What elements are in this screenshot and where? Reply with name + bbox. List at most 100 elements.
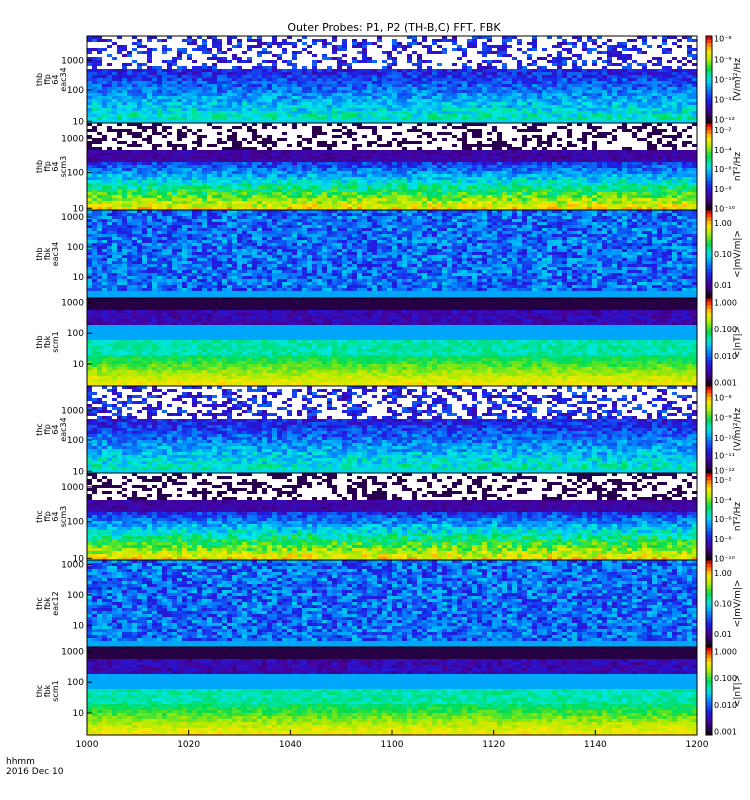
- spectrogram-cell: [387, 105, 392, 108]
- spectrogram-cell: [582, 105, 587, 108]
- spectrogram-cell: [187, 117, 192, 120]
- spectrogram-cell: [332, 102, 337, 105]
- spectrogram-cell: [562, 57, 567, 60]
- spectrogram-cell: [612, 99, 617, 102]
- spectrogram-cell: [557, 102, 562, 105]
- spectrogram-cell: [667, 96, 672, 99]
- spectrogram-cell: [242, 93, 247, 96]
- spectrogram-cell: [147, 54, 152, 57]
- spectrogram-cell: [672, 114, 677, 117]
- spectrogram-cell: [202, 96, 207, 99]
- spectrogram-cell: [222, 69, 227, 72]
- spectrogram-cell: [517, 48, 522, 51]
- spectrogram-cell: [607, 90, 612, 93]
- spectrogram-cell: [692, 81, 697, 84]
- spectrogram-cell: [557, 108, 562, 111]
- spectrogram-cell: [387, 99, 392, 102]
- spectrogram-cell: [332, 72, 337, 75]
- spectrogram-cell: [192, 48, 197, 51]
- spectrogram-cell: [447, 99, 452, 102]
- spectrogram-cell: [607, 48, 612, 51]
- spectrogram-cell: [342, 69, 347, 72]
- spectrogram-cell: [482, 114, 487, 117]
- spectrogram-cell: [572, 60, 577, 63]
- spectrogram-cell: [672, 72, 677, 75]
- spectrogram-cell: [592, 99, 597, 102]
- spectrogram-cell: [302, 117, 307, 120]
- spectrogram-cell: [397, 45, 402, 48]
- spectrogram-cell: [257, 66, 262, 69]
- spectrogram-cell: [667, 75, 672, 78]
- spectrogram-cell: [442, 69, 447, 72]
- spectrogram-cell: [612, 93, 617, 96]
- spectrogram-cell: [622, 42, 627, 45]
- spectrogram-cell: [507, 99, 512, 102]
- spectrogram-cell: [427, 99, 432, 102]
- spectrogram-cell: [187, 102, 192, 105]
- spectrogram-cell: [157, 93, 162, 96]
- spectrogram-cell: [402, 114, 407, 117]
- spectrogram-cell: [137, 45, 142, 48]
- spectrogram-cell: [482, 66, 487, 69]
- spectrogram-cell: [437, 102, 442, 105]
- spectrogram-cell: [232, 114, 237, 117]
- spectrogram-cell: [677, 72, 682, 75]
- spectrogram-cell: [637, 78, 642, 81]
- spectrogram-cell: [607, 81, 612, 84]
- spectrogram-cell: [252, 72, 257, 75]
- spectrogram-cell: [212, 57, 217, 60]
- spectrogram-cell: [127, 114, 132, 117]
- spectrogram-cell: [167, 72, 172, 75]
- spectrogram-cell: [172, 99, 177, 102]
- spectrogram-cell: [427, 60, 432, 63]
- spectrogram-cell: [372, 90, 377, 93]
- spectrogram-cell: [332, 114, 337, 117]
- spectrogram-cell: [667, 78, 672, 81]
- spectrogram-cell: [252, 75, 257, 78]
- spectrogram-cell: [437, 108, 442, 111]
- spectrogram-cell: [457, 69, 462, 72]
- spectrogram-cell: [207, 93, 212, 96]
- spectrogram-cell: [522, 117, 527, 120]
- spectrogram-cell: [647, 69, 652, 72]
- spectrogram-cell: [382, 99, 387, 102]
- spectrogram-cell: [427, 90, 432, 93]
- spectrogram-cell: [662, 102, 667, 105]
- spectrogram-cell: [297, 72, 302, 75]
- spectrogram-cell: [437, 45, 442, 48]
- spectrogram-cell: [222, 105, 227, 108]
- spectrogram-cell: [482, 93, 487, 96]
- spectrogram-cell: [487, 51, 492, 54]
- spectrogram-cell: [437, 69, 442, 72]
- spectrogram-cell: [367, 72, 372, 75]
- spectrogram-cell: [507, 54, 512, 57]
- spectrogram-cell: [277, 78, 282, 81]
- spectrogram-cell: [432, 75, 437, 78]
- spectrogram-cell: [492, 45, 497, 48]
- spectrogram-cell: [312, 111, 317, 114]
- spectrogram-cell: [177, 75, 182, 78]
- spectrogram-cell: [352, 93, 357, 96]
- spectrogram-cell: [507, 90, 512, 93]
- spectrogram-cell: [667, 51, 672, 54]
- spectrogram-cell: [687, 96, 692, 99]
- spectrogram-cell: [317, 102, 322, 105]
- spectrogram-cell: [437, 84, 442, 87]
- spectrogram-cell: [117, 75, 122, 78]
- spectrogram-cell: [287, 108, 292, 111]
- spectrogram-cell: [272, 87, 277, 90]
- spectrogram-cell: [492, 84, 497, 87]
- spectrogram-cell: [497, 114, 502, 117]
- spectrogram-cell: [387, 111, 392, 114]
- spectrogram-cell: [687, 99, 692, 102]
- spectrogram-cell: [202, 48, 207, 51]
- spectrogram-cell: [152, 90, 157, 93]
- spectrogram-cell: [87, 69, 92, 72]
- spectrogram-cell: [557, 66, 562, 69]
- spectrogram-cell: [417, 108, 422, 111]
- spectrogram-cell: [302, 69, 307, 72]
- spectrogram-cell: [487, 81, 492, 84]
- spectrogram-cell: [382, 78, 387, 81]
- spectrogram-cell: [437, 93, 442, 96]
- spectrogram-cell: [367, 42, 372, 45]
